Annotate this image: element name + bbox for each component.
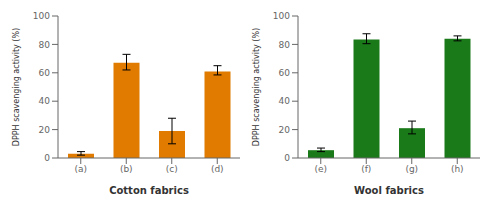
svg-text:(b): (b)	[120, 164, 133, 174]
svg-text:20: 20	[39, 125, 51, 135]
svg-text:80: 80	[279, 40, 291, 50]
svg-text:60: 60	[279, 68, 291, 78]
svg-text:60: 60	[39, 68, 51, 78]
svg-text:(d): (d)	[211, 164, 224, 174]
svg-text:100: 100	[273, 11, 290, 21]
svg-text:Cotton fabrics: Cotton fabrics	[109, 185, 189, 196]
svg-text:20: 20	[279, 125, 291, 135]
svg-text:(h): (h)	[451, 164, 464, 174]
svg-text:(g): (g)	[405, 164, 418, 174]
svg-text:0: 0	[44, 153, 50, 163]
svg-text:DPPH scavenging activity (%): DPPH scavenging activity (%)	[12, 28, 21, 146]
svg-text:40: 40	[39, 96, 51, 106]
svg-text:40: 40	[279, 96, 291, 106]
svg-text:80: 80	[39, 40, 51, 50]
svg-text:100: 100	[33, 11, 50, 21]
svg-text:0: 0	[284, 153, 290, 163]
svg-text:(e): (e)	[314, 164, 327, 174]
svg-text:(a): (a)	[74, 164, 87, 174]
svg-text:(c): (c)	[166, 164, 178, 174]
svg-text:DPPH scavenging activity (%): DPPH scavenging activity (%)	[252, 28, 261, 146]
svg-text:(f): (f)	[361, 164, 371, 174]
svg-text:Wool fabrics: Wool fabrics	[354, 185, 424, 196]
